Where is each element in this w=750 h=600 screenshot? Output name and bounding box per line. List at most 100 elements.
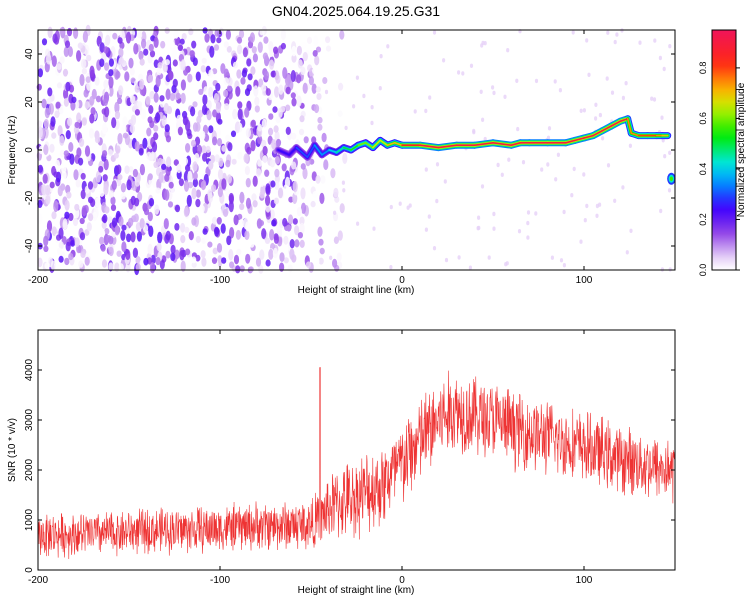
heatmap-noise-cell bbox=[215, 102, 221, 114]
heatmap-noise-cell bbox=[483, 41, 487, 46]
heatmap-noise-cell bbox=[191, 261, 197, 268]
heatmap-noise-cell bbox=[59, 27, 65, 35]
heatmap-noise-cell bbox=[210, 34, 216, 44]
heatmap-noise-cell bbox=[212, 247, 218, 255]
heatmap-noise-cell bbox=[615, 32, 619, 37]
heatmap-noise-cell bbox=[57, 125, 63, 137]
heatmap-noise-cell bbox=[323, 159, 329, 171]
heatmap-noise-cell bbox=[601, 136, 605, 141]
heatmap-noise-cell bbox=[58, 227, 64, 240]
heatmap-noise-cell bbox=[491, 85, 495, 90]
heatmap-noise-cell bbox=[148, 225, 154, 238]
heatmap-noise-cell bbox=[190, 106, 196, 117]
heatmap-noise-cell bbox=[69, 153, 75, 165]
heatmap-noise-cell bbox=[80, 172, 86, 180]
heatmap-noise-cell bbox=[215, 127, 221, 138]
heatmap-noise-cell bbox=[206, 110, 212, 121]
colorbar-label: Normalized spectral amplitude bbox=[736, 82, 747, 217]
heatmap-noise-cell bbox=[516, 126, 520, 132]
heatmap-noise-cell bbox=[185, 248, 191, 256]
heatmap-noise-cell bbox=[63, 150, 69, 157]
heatmap-noise-cell bbox=[221, 178, 227, 190]
heatmap-noise-cell bbox=[265, 195, 271, 206]
heatmap-noise-cell bbox=[38, 44, 44, 56]
heatmap-noise-cell bbox=[172, 78, 178, 88]
heatmap-noise-cell bbox=[179, 38, 185, 45]
snr-frame bbox=[37, 329, 676, 571]
heatmap-noise-cell bbox=[292, 218, 298, 225]
heatmap-noise-cell bbox=[258, 265, 264, 274]
heatmap-noise-cell bbox=[76, 112, 82, 124]
snr-x-tick-label-0: -200 bbox=[28, 575, 48, 586]
heatmap-noise-cell bbox=[252, 53, 258, 63]
heatmap-noise-cell bbox=[294, 239, 300, 248]
heatmap-noise-cell bbox=[46, 98, 52, 105]
heatmap-noise-cell bbox=[595, 213, 599, 218]
heatmap-noise-cell bbox=[211, 216, 218, 225]
heatmap-noise-cell bbox=[572, 166, 576, 172]
colorbar-tick-label-3: 0.6 bbox=[698, 112, 708, 125]
heatmap-noise-cell bbox=[223, 77, 229, 86]
heatmap-noise-cell bbox=[108, 262, 114, 271]
heatmap-noise-cell bbox=[283, 257, 289, 264]
heatmap-noise-cell bbox=[183, 180, 190, 192]
heatmap-noise-cell bbox=[273, 125, 279, 133]
heatmap-noise-cell bbox=[253, 85, 259, 97]
heatmap-noise-cell bbox=[45, 195, 51, 205]
heatmap-noise-cell bbox=[156, 242, 162, 252]
heatmap-noise-cell bbox=[99, 58, 105, 67]
heatmap-noise-cell bbox=[43, 118, 49, 129]
heatmap-noise-cell bbox=[37, 68, 44, 78]
heatmap-noise-cell bbox=[195, 71, 201, 82]
heatmap-noise-cell bbox=[534, 78, 539, 84]
heatmap-noise-cell bbox=[225, 134, 231, 142]
heatmap-noise-cell bbox=[174, 223, 180, 231]
heatmap-noise-cell bbox=[479, 89, 483, 95]
heatmap-noise-cell bbox=[239, 265, 245, 273]
heatmap-noise-cell bbox=[220, 223, 226, 234]
heatmap-noise-cell bbox=[88, 128, 95, 139]
heatmap-noise-cell bbox=[207, 189, 213, 199]
heatmap-noise-cell bbox=[606, 30, 610, 35]
heatmap-noise-cell bbox=[86, 80, 92, 91]
heatmap-ridge-segment bbox=[313, 144, 323, 156]
heatmap-noise-cell bbox=[217, 186, 223, 198]
heatmap-noise-cell bbox=[114, 225, 120, 236]
heatmap-noise-cell bbox=[625, 250, 629, 255]
heatmap-noise-cell bbox=[223, 208, 229, 217]
heatmap-noise-cell bbox=[129, 124, 135, 134]
heatmap-noise-cell bbox=[230, 130, 237, 138]
heatmap-noise-cell bbox=[235, 265, 241, 274]
heatmap-noise-cell bbox=[287, 264, 293, 273]
heatmap-y-tick-label-1: -20 bbox=[24, 190, 35, 205]
heatmap-noise-cell bbox=[214, 154, 220, 163]
heatmap-noise-cell bbox=[242, 47, 248, 58]
heatmap-noise-cell bbox=[65, 184, 71, 194]
heatmap-noise-cell bbox=[236, 69, 242, 79]
heatmap-noise-cell bbox=[149, 90, 155, 100]
heatmap-noise-cell bbox=[252, 175, 258, 187]
heatmap-noise-cell bbox=[47, 26, 53, 39]
heatmap-noise-cell bbox=[233, 214, 239, 226]
heatmap-ridge-segment bbox=[335, 146, 345, 154]
heatmap-noise-cell bbox=[112, 32, 118, 40]
heatmap-noise-cell bbox=[299, 115, 305, 123]
heatmap-noise-cell bbox=[595, 203, 600, 209]
heatmap-ridge-segment bbox=[630, 132, 640, 137]
heatmap-noise-cell bbox=[339, 203, 345, 214]
heatmap-noise-cell bbox=[152, 177, 158, 188]
heatmap-noise-cell bbox=[136, 101, 143, 108]
heatmap-noise-cell bbox=[223, 41, 229, 48]
heatmap-noise-cell bbox=[80, 189, 86, 200]
heatmap-noise-cell bbox=[155, 257, 161, 266]
heatmap-ridge-segment bbox=[364, 142, 374, 149]
heatmap-noise-cell bbox=[41, 98, 47, 109]
heatmap-noise-cell bbox=[506, 48, 510, 53]
heatmap-noise-cell bbox=[257, 41, 263, 53]
colorbar-tick-label-0: 0.0 bbox=[698, 264, 708, 277]
heatmap-noise-cell bbox=[215, 82, 221, 92]
heatmap-noise-cell bbox=[318, 238, 324, 246]
heatmap-noise-cell bbox=[268, 41, 274, 52]
heatmap-noise-cell bbox=[74, 203, 80, 211]
